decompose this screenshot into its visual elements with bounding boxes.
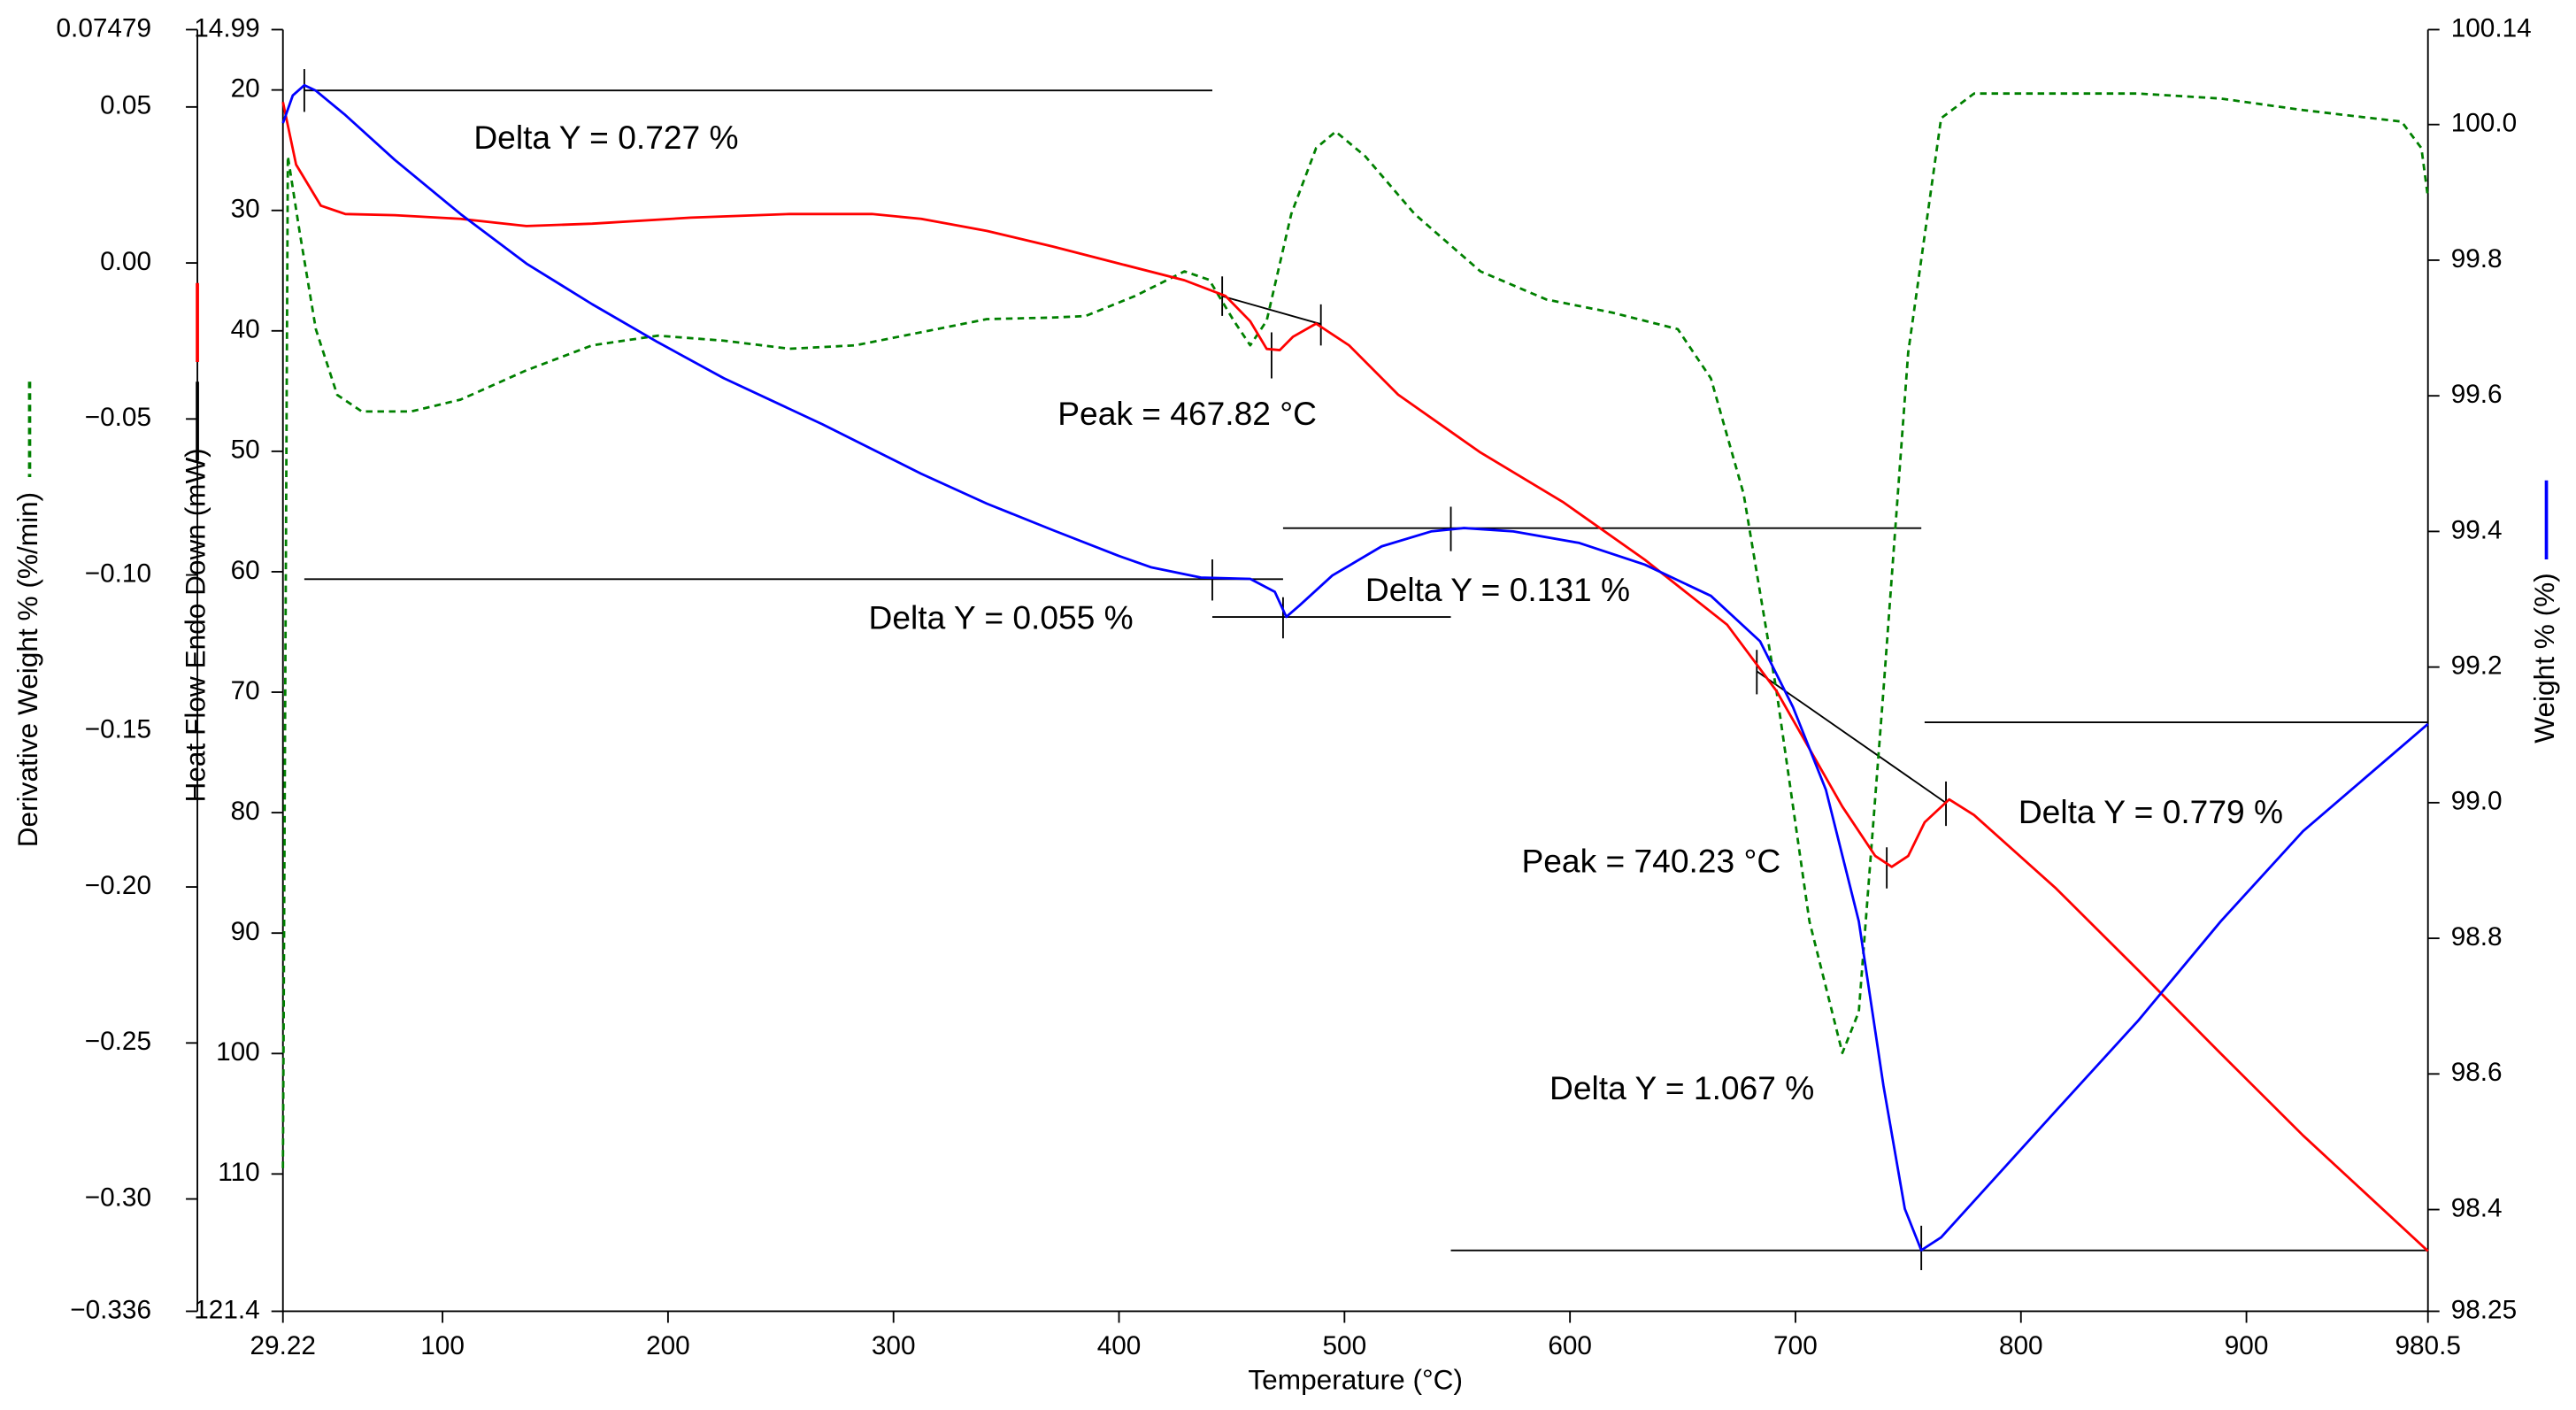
y-tick-label: 60: [231, 556, 260, 585]
y3-tick-label: 0.05: [100, 91, 151, 120]
x-tick-label: 200: [646, 1331, 690, 1360]
y2-tick-label: 100.14: [2451, 13, 2532, 42]
y2-tick-label: 100.0: [2451, 109, 2517, 138]
y2-tick-label: 99.0: [2451, 787, 2503, 816]
y-tick-label: 20: [231, 73, 260, 103]
x-tick-label: 29.22: [250, 1331, 316, 1360]
x-tick-label: 600: [1548, 1331, 1592, 1360]
y2-tick-label: 99.2: [2451, 651, 2503, 680]
y-axis-label: Heat Flow Endo Down (mW): [179, 448, 211, 802]
y3-tick-label: 0.07479: [57, 13, 151, 42]
y2-tick-label: 99.4: [2451, 515, 2503, 544]
y-tick-label: 70: [231, 676, 260, 705]
annotation: Delta Y = 0.779 %: [2019, 793, 2283, 830]
y3-tick-label: −0.25: [85, 1027, 151, 1056]
y2-tick-label: 98.8: [2451, 922, 2503, 952]
x-tick-label: 300: [872, 1331, 916, 1360]
annotation: Peak = 467.82 °C: [1057, 395, 1317, 432]
y3-tick-label: −0.05: [85, 403, 151, 432]
annotation-lines: [303, 69, 2428, 1271]
y3-tick-label: −0.30: [85, 1183, 151, 1212]
x-tick-label: 500: [1323, 1331, 1367, 1360]
y-tick-label: 90: [231, 917, 260, 946]
y2-tick-label: 99.6: [2451, 380, 2503, 409]
annotation: Delta Y = 1.067 %: [1549, 1069, 1814, 1106]
y-tick-label: 14.99: [194, 13, 259, 42]
x-tick-label: 900: [2225, 1331, 2269, 1360]
x-tick-label: 400: [1097, 1331, 1142, 1360]
y-tick-label: 30: [231, 195, 260, 224]
y-tick-label: 121.4: [194, 1295, 259, 1324]
y-tick-label: 100: [216, 1037, 260, 1067]
y2-tick-label: 98.4: [2451, 1193, 2503, 1222]
y3-tick-label: −0.20: [85, 871, 151, 900]
annotation: Delta Y = 0.131 %: [1365, 571, 1630, 608]
annotation: Peak = 740.23 °C: [1521, 843, 1780, 880]
series-line: [281, 101, 2429, 1252]
annotation: Delta Y = 0.055 %: [868, 599, 1133, 636]
x-tick-label: 800: [1999, 1331, 2043, 1360]
x-tick-label: 100: [420, 1331, 465, 1360]
series-line: [281, 83, 2429, 1252]
axis-frame: [196, 29, 2429, 1313]
x-tick-label: 980.5: [2395, 1331, 2460, 1360]
y3-axis-label: Derivative Weight % (%/min): [12, 492, 43, 847]
y-tick-label: 80: [231, 797, 260, 826]
y-tick-label: 50: [231, 435, 260, 465]
y2-tick-label: 98.6: [2451, 1058, 2503, 1087]
annotation-line: [1756, 670, 1947, 804]
y3-tick-label: −0.15: [85, 715, 151, 744]
y-tick-label: 40: [231, 315, 260, 344]
axis-swatches: [27, 282, 2549, 559]
y3-tick-label: −0.10: [85, 559, 151, 588]
series-line: [281, 92, 2430, 1168]
y3-tick-label: −0.336: [70, 1295, 151, 1324]
annotation: Delta Y = 0.727 %: [473, 119, 738, 156]
y2-axis-label: Weight % (%): [2528, 573, 2560, 744]
y2-tick-label: 98.25: [2451, 1295, 2517, 1324]
y-tick-label: 110: [218, 1158, 259, 1187]
x-axis-label: Temperature (°C): [1248, 1364, 1463, 1396]
x-tick-label: 700: [1773, 1331, 1818, 1360]
annotation-line: [1221, 295, 1321, 326]
y3-tick-label: 0.00: [100, 247, 151, 276]
y2-tick-label: 99.8: [2451, 244, 2503, 274]
